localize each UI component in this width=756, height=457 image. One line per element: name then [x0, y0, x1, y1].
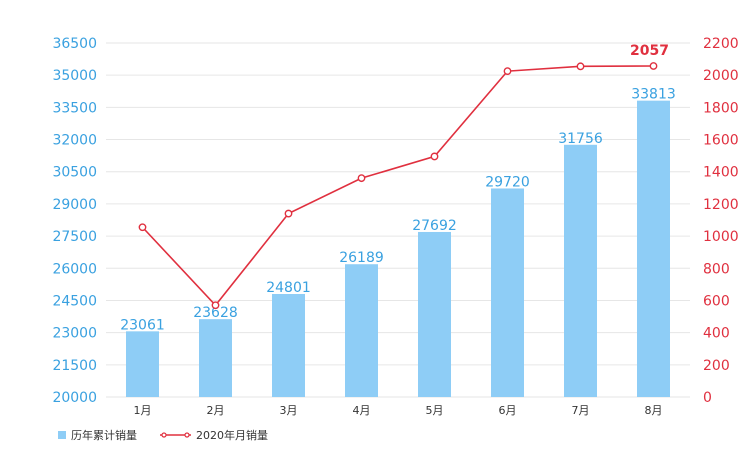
- left-tick-label: 23000: [52, 326, 97, 342]
- bar-data-label: 33813: [631, 87, 676, 103]
- bar: [126, 331, 159, 397]
- x-tick-label: 5月: [426, 404, 444, 417]
- right-tick-label: 1200: [703, 197, 739, 213]
- right-tick-label: 200: [703, 358, 730, 374]
- left-tick-label: 35000: [52, 68, 97, 84]
- left-tick-label: 29000: [52, 197, 97, 213]
- line-point: [430, 152, 439, 161]
- x-axis-ticks: 1月 2月 3月 4月 5月 6月 7月 8月: [134, 404, 663, 417]
- line-point: [211, 301, 220, 310]
- bar: [564, 144, 597, 397]
- bar-data-label: 26189: [339, 250, 384, 266]
- left-tick-label: 33500: [52, 100, 97, 116]
- bar-data-label: 29720: [485, 174, 530, 190]
- left-tick-label: 26000: [52, 261, 97, 277]
- bar: [345, 264, 378, 397]
- legend: 历年累计销量 2020年月销量: [58, 428, 268, 442]
- left-tick-label: 20000: [52, 390, 97, 406]
- legend-line-marker: [184, 432, 190, 438]
- bar-data-label: 27692: [412, 218, 457, 234]
- line-series: [138, 62, 658, 310]
- left-tick-label: 36500: [52, 36, 97, 52]
- line-point: [576, 62, 585, 71]
- right-tick-label: 1400: [703, 165, 739, 181]
- x-tick-label: 7月: [572, 404, 590, 417]
- line-point: [649, 62, 658, 70]
- bar-series: [126, 100, 670, 397]
- right-tick-label: 1600: [703, 133, 739, 149]
- x-tick-label: 3月: [280, 404, 298, 417]
- line-path: [141, 65, 654, 307]
- right-axis-ticks: 2200200018001600140012001000800600400200…: [703, 36, 739, 406]
- bar-data-label: 23061: [120, 317, 165, 333]
- left-tick-label: 30500: [52, 165, 97, 181]
- left-tick-label: 27500: [52, 229, 97, 245]
- x-tick-label: 4月: [353, 404, 371, 417]
- x-tick-label: 2月: [207, 404, 225, 417]
- line-point: [284, 209, 293, 218]
- legend-line-label: 2020年月销量: [196, 428, 268, 442]
- line-data-label: 2057: [630, 43, 669, 59]
- bar-data-label: 31756: [558, 131, 603, 147]
- legend-bar-label: 历年累计销量: [71, 428, 137, 442]
- right-tick-label: 1800: [703, 100, 739, 116]
- gridlines: [106, 42, 690, 398]
- line-data-labels: 2057: [630, 43, 669, 59]
- left-tick-label: 24500: [52, 293, 97, 309]
- bar: [418, 231, 451, 397]
- bar: [199, 319, 232, 397]
- x-tick-label: 6月: [499, 404, 517, 417]
- bar-data-label: 23628: [193, 305, 238, 321]
- left-axis-ticks: 36500 35000 33500 32000 30500 29000 27500 26000…: [52, 36, 97, 406]
- right-tick-label: 600: [703, 293, 730, 309]
- x-tick-label: 1月: [134, 404, 152, 417]
- line-point: [503, 67, 512, 76]
- x-tick-label: 8月: [645, 404, 663, 417]
- bar-data-labels: 23061 23628 24801 26189 27692 29720 31756 33813: [120, 87, 676, 334]
- bar: [491, 188, 524, 397]
- bar: [272, 293, 305, 397]
- line-point: [138, 223, 147, 232]
- left-tick-label: 32000: [52, 133, 97, 149]
- bar: [637, 100, 670, 397]
- bar-data-label: 24801: [266, 280, 311, 296]
- right-tick-label: 1000: [703, 229, 739, 245]
- right-tick-label: 800: [703, 261, 730, 277]
- right-tick-label: 0: [703, 390, 712, 406]
- right-tick-label: 2000: [703, 68, 739, 84]
- line-point: [357, 174, 366, 183]
- legend-bar-swatch: [58, 431, 66, 439]
- legend-line-marker: [161, 432, 167, 438]
- right-tick-label: 400: [703, 326, 730, 342]
- left-tick-label: 21500: [52, 358, 97, 374]
- right-tick-label: 2200: [703, 36, 739, 52]
